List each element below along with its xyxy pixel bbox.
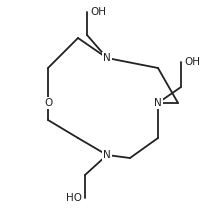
Text: N: N xyxy=(103,150,111,160)
Text: N: N xyxy=(154,98,162,108)
Text: N: N xyxy=(103,53,111,63)
Text: OH: OH xyxy=(184,57,200,67)
Text: HO: HO xyxy=(66,193,82,203)
Text: O: O xyxy=(44,98,52,108)
Text: OH: OH xyxy=(90,7,106,17)
